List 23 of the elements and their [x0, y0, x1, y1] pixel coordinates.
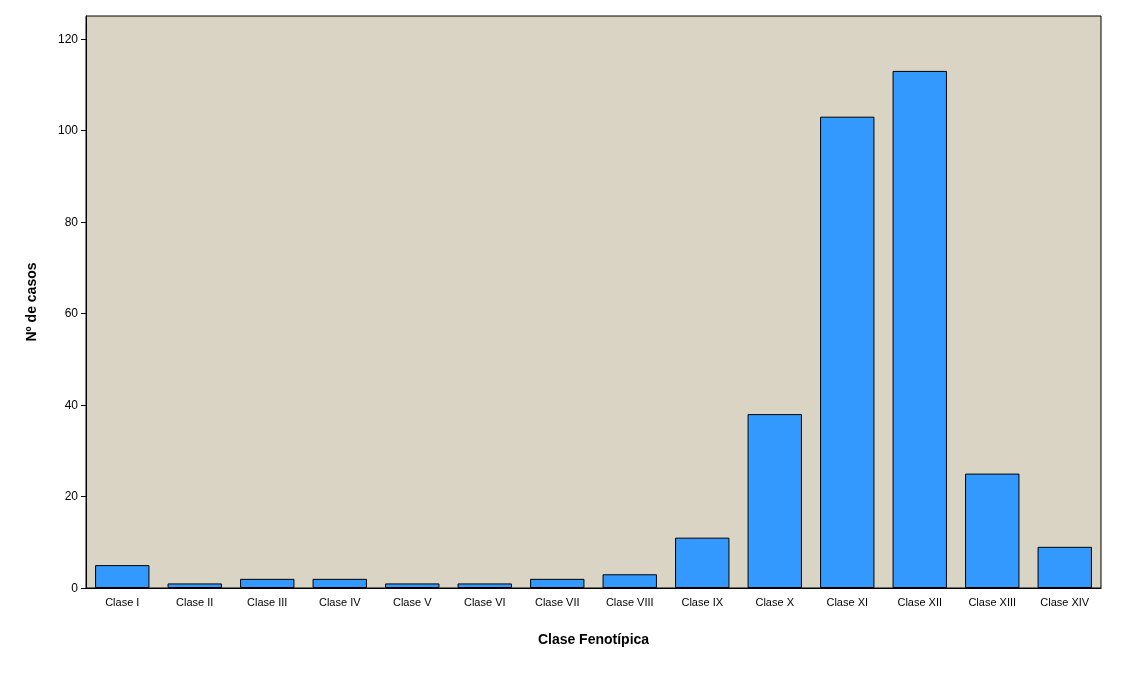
x-tick-label: Clase XIV: [1040, 595, 1090, 608]
x-tick-label: Clase IV: [318, 595, 362, 608]
y-tick-label: 80: [64, 214, 79, 229]
y-tick-label: 120: [57, 31, 79, 46]
y-tick-label: 100: [57, 123, 79, 138]
y-tick-label: 60: [64, 306, 79, 321]
x-tick-label: Clase XII: [897, 595, 943, 608]
x-tick-label: Clase V: [392, 595, 433, 608]
x-tick-label: Clase VII: [534, 595, 580, 608]
x-tick-label: Clase II: [176, 595, 214, 608]
x-tick-label: Clase VIII: [605, 595, 654, 608]
x-tick-label: Clase XI: [826, 595, 869, 608]
x-tick-label: Clase I: [105, 595, 140, 608]
x-tick-label: Clase VI: [463, 595, 506, 608]
x-tick-label: Clase III: [247, 595, 288, 608]
x-tick-label: Clase X: [755, 595, 795, 608]
y-axis-title: Nº de casos: [23, 262, 39, 342]
y-tick-label: 0: [71, 581, 79, 595]
x-tick-label: Clase XIII: [968, 595, 1017, 608]
y-tick-label: 20: [64, 489, 79, 504]
x-tick-label: Clase IX: [681, 595, 724, 608]
y-tick-label: 40: [64, 397, 79, 412]
x-axis-title: Clase Fenotípica: [537, 631, 650, 647]
